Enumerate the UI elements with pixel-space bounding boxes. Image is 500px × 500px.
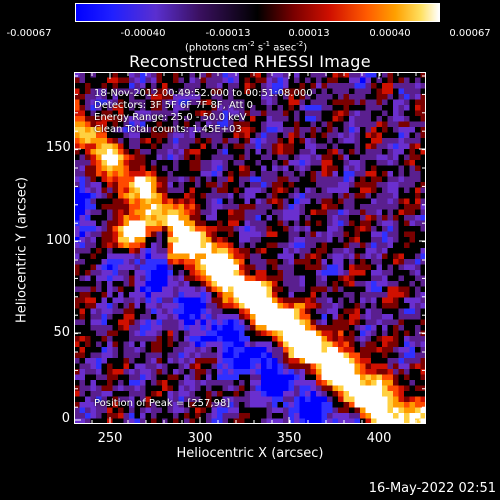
plot-frame [74,72,426,424]
peak-position-text: Position of Peak = [257,98] [94,398,231,409]
image-title: Reconstructed RHESSI Image [129,52,371,71]
x-tick-label: 350 [276,431,302,446]
colorbar-tick: -0.00067 [6,28,52,39]
colorbar-units: (photons cm-2 s-1 asec-2) [185,40,308,54]
y-tick-label: 100 [46,233,71,248]
x-tick-label: 250 [97,431,123,446]
time-range-text: 18-Nov-2012 00:49:52.000 to 00:51:08.000 [94,88,313,99]
colorbar-tick: 0.00067 [449,28,491,39]
y-axis-label: Heliocentric Y (arcsec) [14,177,30,323]
x-axis-label: Heliocentric X (arcsec) [176,446,324,461]
y-tick-label: 50 [53,325,70,340]
x-tick-label: 400 [366,431,392,446]
y-tick-label: 0 [61,411,70,426]
energy-range-text: Energy Range: 25.0 - 50.0 keV [94,112,247,123]
colorbar-tick: -0.00013 [205,28,251,39]
colorbar-tick: -0.00040 [120,28,166,39]
x-tick-label: 300 [187,431,213,446]
y-tick-label: 150 [46,140,71,155]
detectors-text: Detectors: 3F 5F 6F 7F 8F, Att 0 [94,100,254,111]
colorbar-tick: 0.00013 [288,28,330,39]
solar-image [74,72,426,424]
colorbar-tick: 0.00040 [369,28,411,39]
footer-timestamp: 16-May-2022 02:51 [368,481,496,496]
clean-counts-text: Clean Total counts: 1.45E+03 [94,124,242,135]
colorbar [75,3,440,22]
